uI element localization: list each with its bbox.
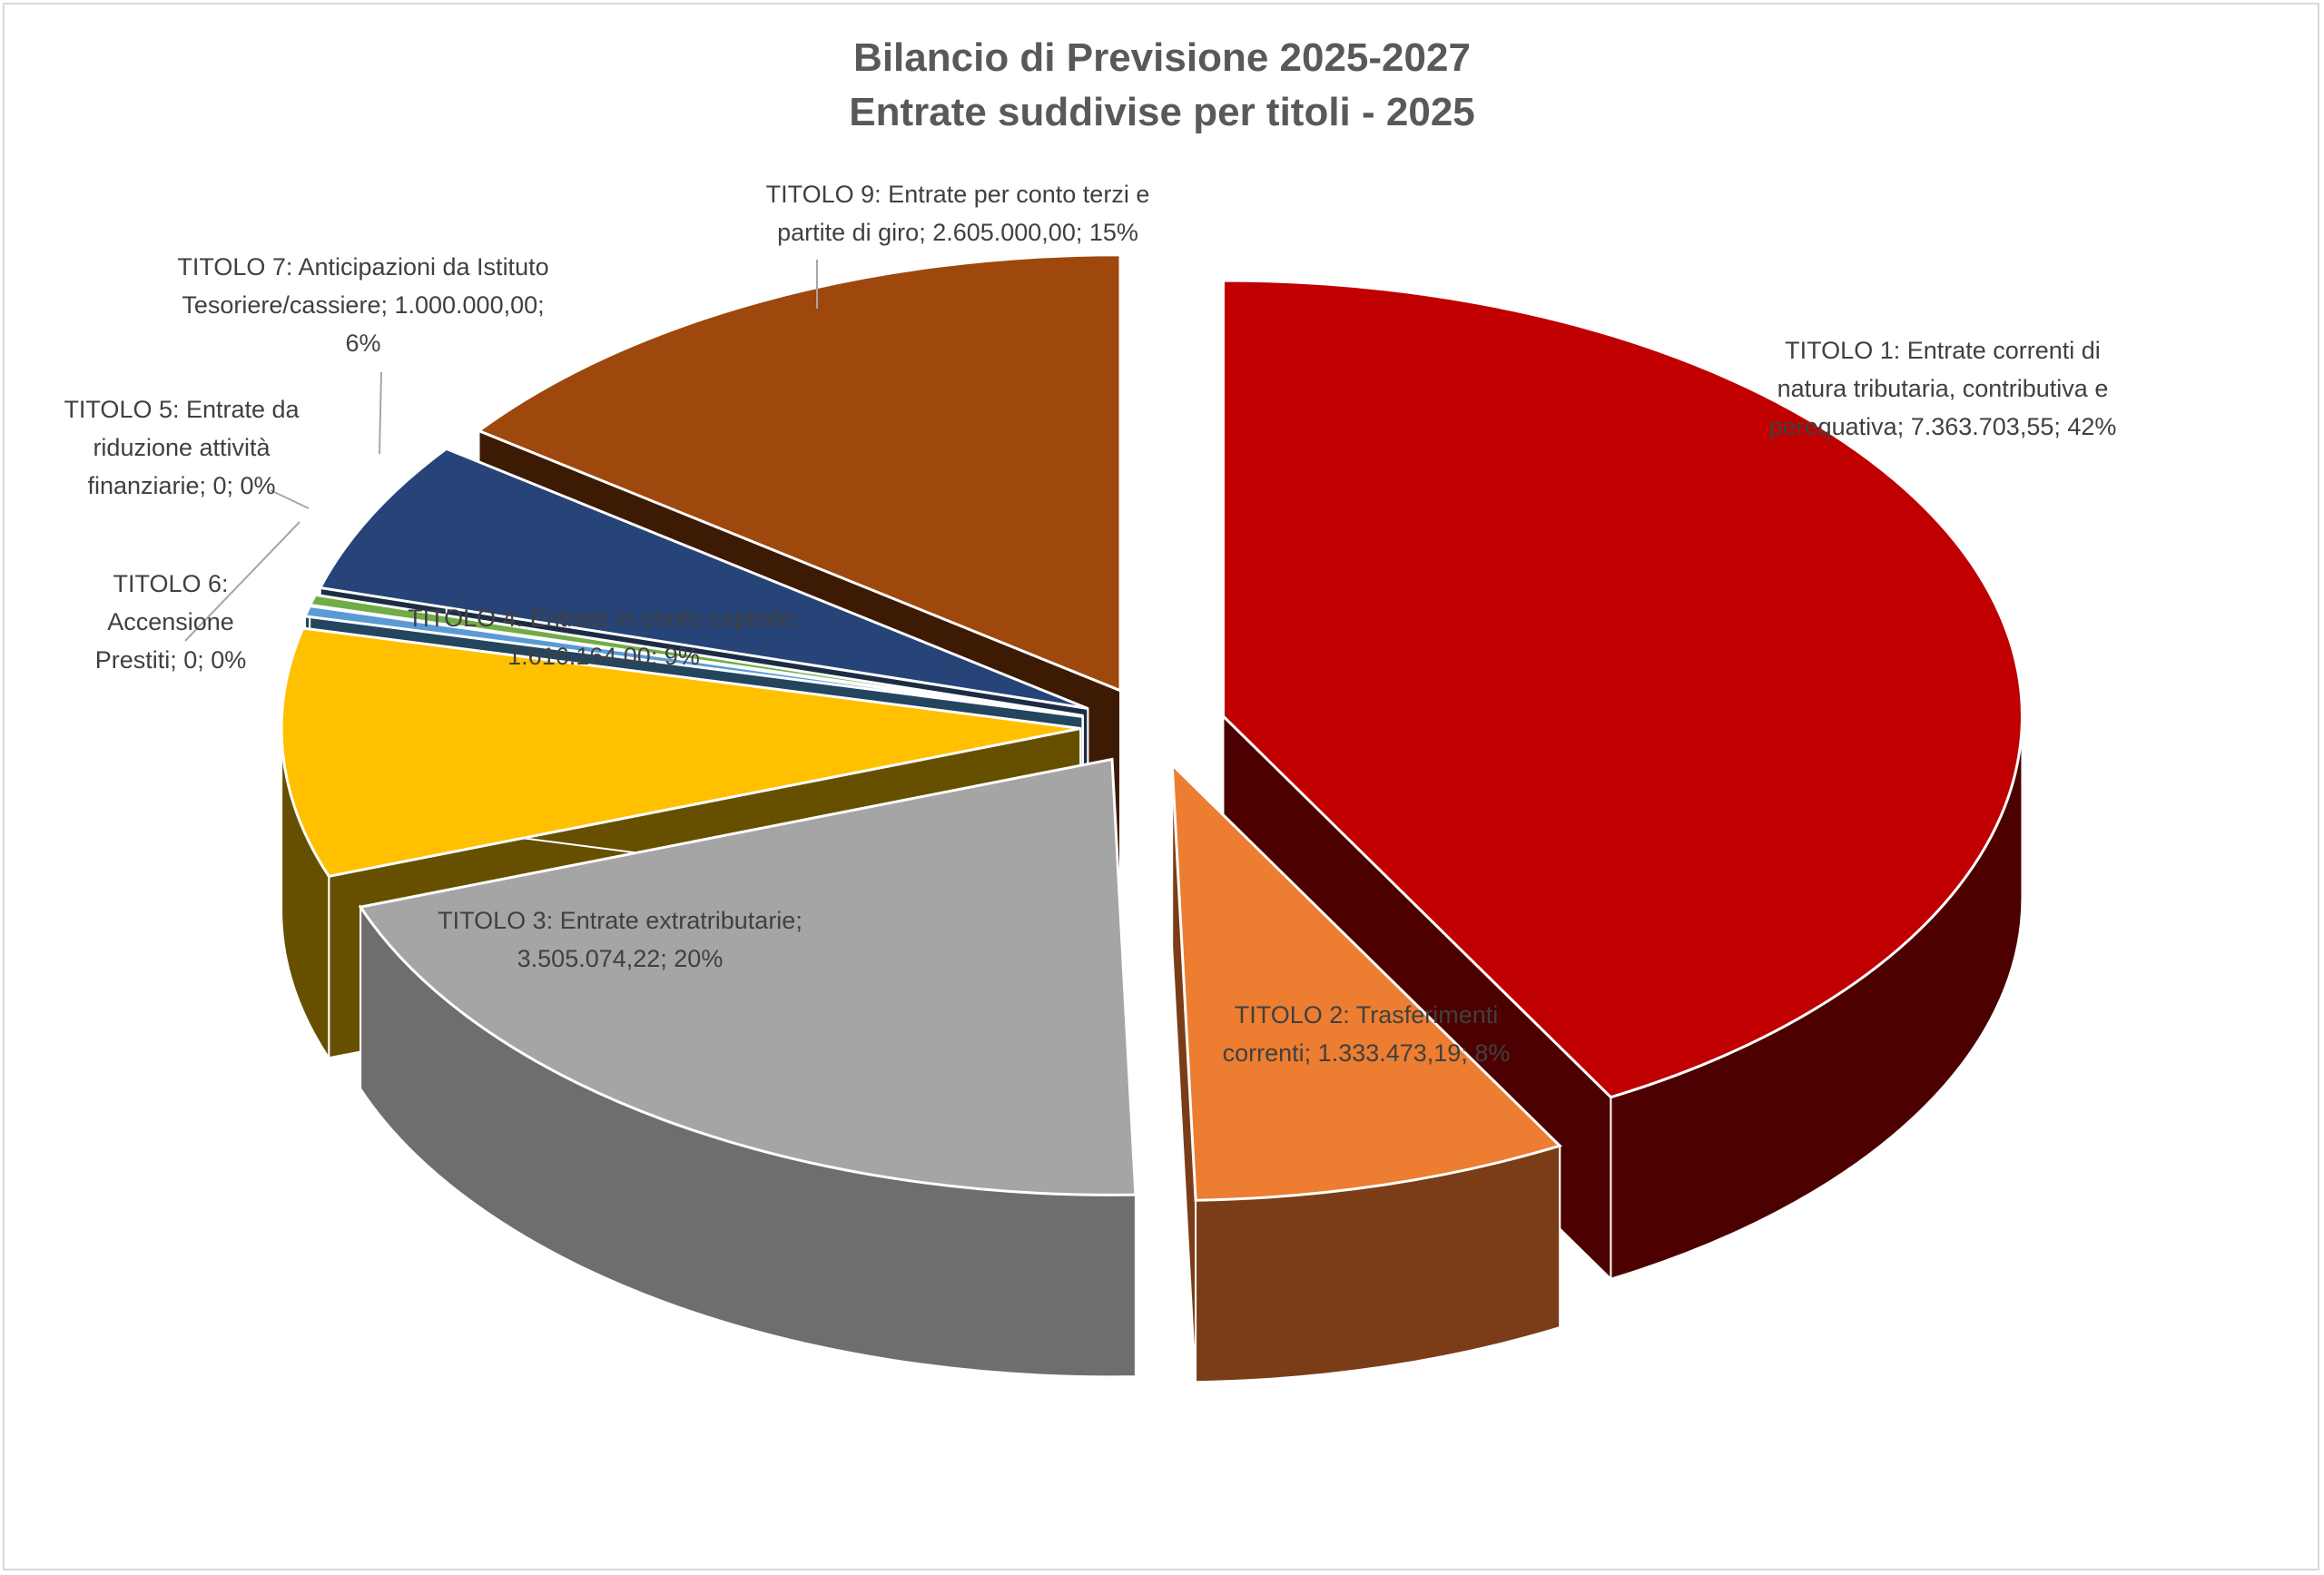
slice-label-2: TITOLO 2: Trasferimenti correnti; 1.333.4… (1223, 1001, 1511, 1067)
slice-label-line: TITOLO 7: Anticipazioni da Istituto (177, 253, 548, 281)
slice-label-line: TITOLO 1: Entrate correnti di (1785, 337, 2101, 364)
slice-label-line: 1.616.164,00; 9% (507, 643, 700, 670)
slice-label-line: Accensione (107, 608, 234, 635)
slice-label-line: TITOLO 3: Entrate extratributarie; (438, 907, 803, 934)
slice-label-line: TITOLO 4: Entrate in conto capitale; (408, 605, 800, 632)
slice-top-2 (1170, 761, 1563, 1202)
slice-label-line: Tesoriere/cassiere; 1.000.000,00; (182, 291, 544, 319)
slice-top-5 (302, 604, 1083, 718)
slice-top-4 (280, 626, 1081, 878)
slice-label-line: TITOLO 9: Entrate per conto terzi e (766, 181, 1150, 208)
slice-label-line: TITOLO 2: Trasferimenti (1235, 1001, 1499, 1029)
slice-label-line: correnti; 1.333.473,19; 8% (1223, 1039, 1511, 1067)
slice-label-5: TITOLO 5: Entrate da riduzione attività fi… (64, 396, 300, 499)
chart-subtitle: Entrate suddivise per titoli - 2025 (849, 90, 1475, 134)
slice-label-3: TITOLO 3: Entrate extratributarie; 3.505.… (438, 907, 803, 972)
slice-top-8 (476, 253, 1122, 693)
leader-line-6 (184, 521, 300, 642)
slice-label-8: TITOLO 9: Entrate per conto terzi e parti… (766, 181, 1150, 246)
slice-label-4: TITOLO 4: Entrate in conto capitale; 1.61… (408, 605, 800, 670)
chart-title: Bilancio di Previsione 2025-2027 (853, 35, 1471, 80)
slice-label-line: TITOLO 6: (113, 570, 228, 597)
slice-top-3 (358, 757, 1137, 1196)
slice-label-line: perequativa; 7.363.703,55; 42% (1769, 413, 2117, 440)
slice-label-line: 6% (345, 330, 380, 357)
slice-label-7: TITOLO 7: Anticipazioni da Istituto Tesor… (177, 253, 548, 357)
slice-label-line: Prestiti; 0; 0% (95, 646, 247, 674)
slice-label-line: natura tributaria, contributiva e (1777, 375, 2109, 402)
slice-label-line: finanziarie; 0; 0% (87, 472, 275, 499)
slice-label-line: riduzione attività (93, 434, 271, 461)
leader-line-7 (379, 371, 382, 455)
pie-slice-2 (1170, 761, 1563, 1383)
slice-label-line: partite di giro; 2.605.000,00; 15% (777, 219, 1138, 246)
chart-title-block: Bilancio di Previsione 2025-2027 Entrate… (0, 31, 2324, 140)
slice-label-1: TITOLO 1: Entrate correnti di natura trib… (1769, 337, 2117, 440)
slice-label-6: TITOLO 6: Accensione Prestiti; 0; 0% (95, 570, 247, 674)
leader-line-5 (270, 489, 310, 509)
slice-label-line: 3.505.074,22; 20% (517, 945, 724, 972)
slice-label-line: TITOLO 5: Entrate da (64, 396, 300, 423)
slice-top-7 (318, 447, 1088, 710)
slice-top-1 (1221, 279, 2024, 1099)
pie-slice-3 (358, 757, 1137, 1378)
